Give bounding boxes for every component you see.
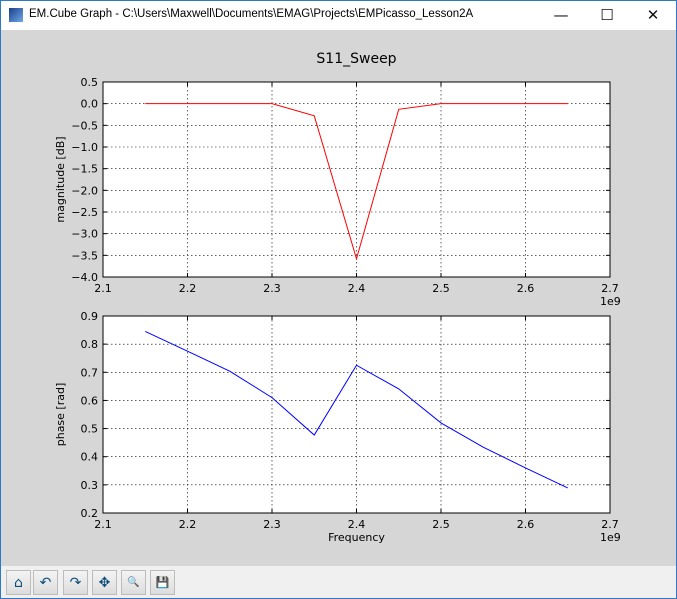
save-icon: 💾	[155, 576, 170, 589]
x-offset-label: 1e9	[600, 531, 621, 544]
y-axis-label: phase [rad]	[54, 383, 67, 447]
y-tick-label: −0.5	[71, 119, 98, 132]
figure-canvas: 2.1 2.2 2.3 2.4 2.5 2.6 2.7 0.5 0.0 −0.5 −1.0 −1.5 −…	[1, 30, 676, 566]
y-tick-label: −2.5	[71, 206, 98, 219]
title-bar: EM.Cube Graph - C:\Users\Maxwell\Documen…	[1, 1, 676, 30]
zoom-icon: 🔍	[127, 577, 140, 588]
x-tick-label: 2.7	[601, 518, 619, 531]
navigation-toolbar: ⌂ ↶ ↷ ✥ 🔍 💾	[1, 566, 676, 598]
y-tick-label: 0.5	[81, 76, 99, 89]
axes-frame-0	[102, 81, 611, 278]
x-offset-label: 1e9	[600, 295, 621, 308]
minimize-button[interactable]: —	[553, 6, 569, 24]
x-axis-label: Frequency	[328, 531, 385, 544]
move-icon: ✥	[98, 574, 111, 591]
y-tick-label: −3.5	[71, 249, 98, 262]
window-title: EM.Cube Graph - C:\Users\Maxwell\Documen…	[29, 8, 474, 20]
back-icon: ↶	[39, 574, 52, 591]
pan-button[interactable]: ✥	[92, 570, 117, 595]
x-tick-label: 2.3	[263, 282, 281, 295]
save-button[interactable]: 💾	[150, 570, 175, 595]
close-button[interactable]: ✕	[646, 6, 660, 24]
x-tick-label: 2.2	[179, 518, 197, 531]
x-tick-label: 2.6	[517, 518, 535, 531]
x-tick-label: 2.5	[432, 518, 450, 531]
y-axis-label: magnitude [dB]	[54, 136, 67, 222]
y-tick-label: −2.0	[71, 184, 98, 197]
y-tick-label: 0.7	[81, 366, 99, 379]
y-tick-label: −4.0	[71, 271, 98, 284]
x-tick-label: 2.4	[348, 518, 366, 531]
y-tick-label: 0.6	[81, 394, 99, 407]
axes-frame-1	[102, 315, 611, 514]
y-tick-label: 0.5	[81, 423, 99, 436]
x-tick-label: 2.4	[348, 282, 366, 295]
y-tick-label: 0.8	[81, 338, 99, 351]
back-button[interactable]: ↶	[33, 570, 58, 595]
maximize-button[interactable]: ☐	[600, 6, 614, 24]
y-tick-label: −3.0	[71, 228, 98, 241]
y-tick-label: 0.0	[81, 98, 99, 111]
home-icon: ⌂	[14, 574, 23, 591]
zoom-button[interactable]: 🔍	[121, 570, 146, 595]
x-tick-label: 2.2	[179, 282, 197, 295]
x-tick-label: 2.5	[432, 282, 450, 295]
forward-icon: ↷	[69, 574, 82, 591]
y-tick-label: 0.3	[81, 479, 99, 492]
y-tick-label: −1.5	[71, 163, 98, 176]
x-tick-label: 2.3	[263, 518, 281, 531]
y-tick-label: −1.0	[71, 141, 98, 154]
plot-area-1	[103, 316, 610, 513]
x-tick-label: 2.1	[94, 518, 112, 531]
chart-title: S11_Sweep	[316, 51, 396, 67]
figure-svg: 2.1 2.2 2.3 2.4 2.5 2.6 2.7 0.5 0.0 −0.5 −1.0 −1.5 −…	[54, 51, 621, 544]
app-icon	[9, 8, 23, 22]
y-tick-label: 0.9	[81, 310, 99, 323]
y-tick-label: 0.4	[81, 451, 99, 464]
forward-button[interactable]: ↷	[63, 570, 88, 595]
y-tick-label: 0.2	[81, 507, 99, 520]
home-button[interactable]: ⌂	[6, 570, 31, 595]
x-tick-label: 2.1	[94, 282, 112, 295]
x-tick-label: 2.6	[517, 282, 535, 295]
x-tick-label: 2.7	[601, 282, 619, 295]
